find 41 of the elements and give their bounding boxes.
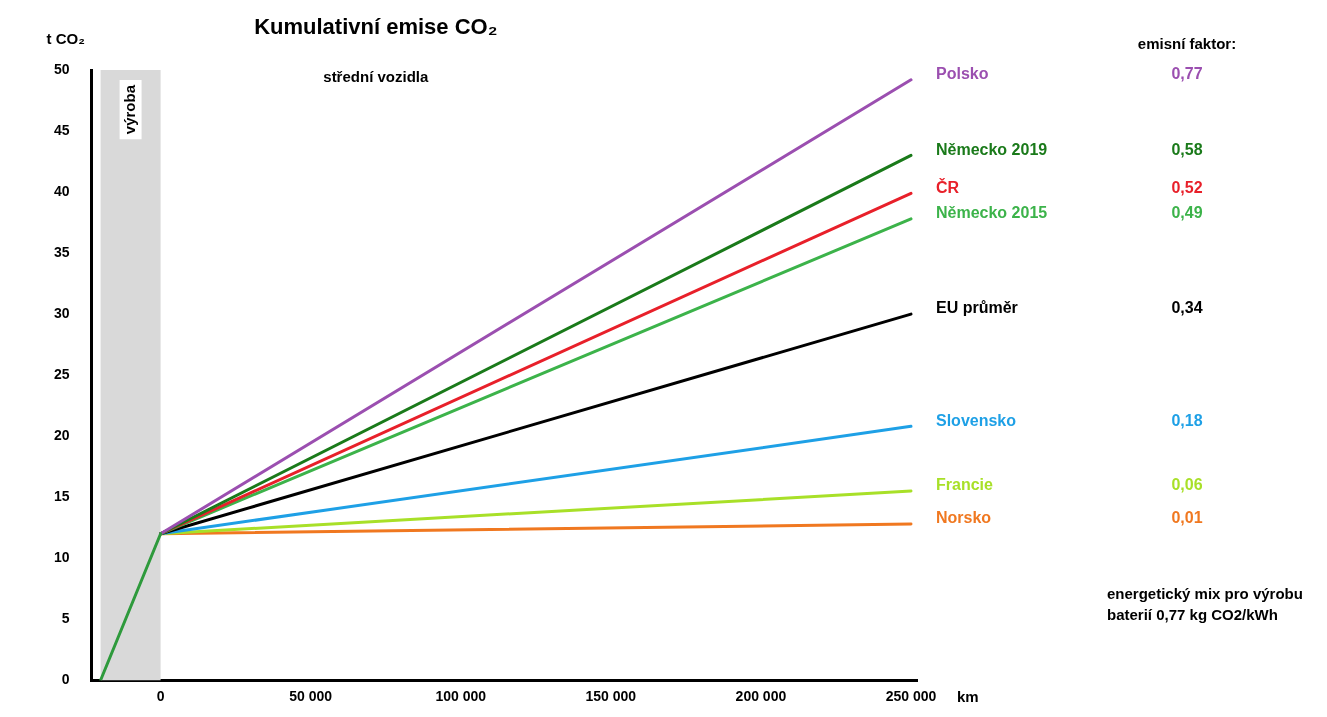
- x-tick-label: 250 000: [885, 688, 937, 705]
- series-label: EU průměr: [936, 299, 1018, 317]
- y-tick-label: 5: [61, 610, 70, 627]
- x-tick-label: 100 000: [435, 688, 487, 705]
- y-tick-label: 20: [53, 426, 70, 443]
- series-label: Norsko: [936, 509, 992, 527]
- y-tick-label: 45: [53, 121, 70, 138]
- series-label: Polsko: [936, 65, 989, 83]
- y-tick-label: 30: [53, 304, 70, 321]
- y-tick-label: 10: [53, 549, 70, 566]
- y-axis-title: t CO₂: [46, 30, 85, 48]
- text: 0,18: [1171, 411, 1203, 429]
- text: 0,49: [1171, 204, 1203, 222]
- text: 0,52: [1171, 178, 1203, 196]
- text: baterií 0,77 kg CO2/kWh: [1107, 605, 1278, 623]
- text: 0,01: [1171, 509, 1203, 527]
- series-label: ČR: [936, 177, 960, 196]
- series-label: Německo 2015: [936, 204, 1048, 222]
- series-label: Německo 2019: [936, 140, 1048, 158]
- x-tick-label: 0: [156, 688, 165, 705]
- series-label: Slovensko: [936, 411, 1017, 429]
- band-label: výroba: [120, 84, 138, 135]
- y-tick-label: 40: [53, 182, 70, 199]
- y-tick-label: 0: [61, 671, 70, 688]
- x-tick-label: 150 000: [585, 688, 637, 705]
- x-tick-label: 200 000: [735, 688, 787, 705]
- text: 0,06: [1171, 476, 1203, 494]
- legend-title: emisní faktor:: [1137, 35, 1237, 53]
- text: 0,77: [1171, 65, 1203, 83]
- chart-subtitle: střední vozidla: [323, 68, 429, 86]
- x-axis-title: km: [957, 688, 979, 706]
- chart-title: Kumulativní emise CO₂: [254, 14, 498, 40]
- y-tick-label: 50: [53, 60, 70, 77]
- y-tick-label: 25: [53, 365, 70, 382]
- y-tick-label: 35: [53, 243, 70, 260]
- text: 0,58: [1171, 140, 1203, 158]
- series-label: Francie: [936, 476, 994, 494]
- y-tick-label: 15: [53, 488, 70, 504]
- text: energetický mix pro výrobu: [1107, 584, 1303, 602]
- text: 0,34: [1171, 299, 1203, 317]
- x-tick-label: 50 000: [289, 688, 333, 705]
